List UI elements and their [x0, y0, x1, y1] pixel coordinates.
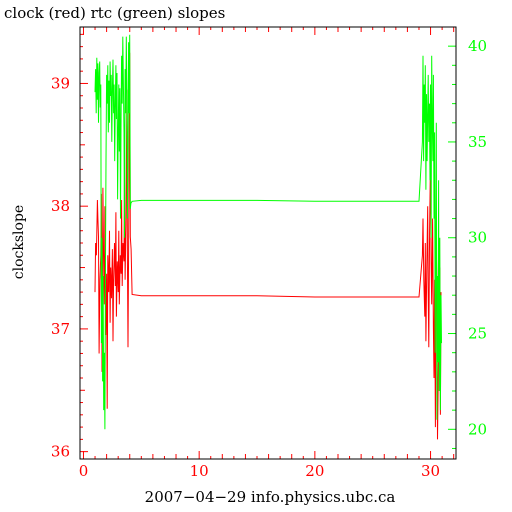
y-left-tick-label: 38: [51, 197, 70, 215]
x-tick-label: 0: [79, 462, 89, 480]
y-left-tick-label: 36: [51, 443, 70, 461]
tick-labels: 0 10 20 30 36 37 38 39 20 25 30 35 40: [51, 37, 487, 480]
y-right-tick-label: 35: [468, 133, 487, 151]
y-right-tick-label: 30: [468, 229, 487, 247]
y-right-tick-label: 20: [468, 420, 487, 438]
chart-footer: 2007−04−29 info.physics.ubc.ca: [145, 488, 396, 506]
clock-slope-series-line: [94, 52, 442, 440]
x-tick-label: 10: [190, 462, 209, 480]
axis-ticks: [80, 27, 456, 459]
y-left-tick-label: 37: [51, 320, 70, 338]
x-tick-label: 20: [305, 462, 324, 480]
rtc-slope-series-line: [94, 34, 442, 430]
y-right-tick-label: 40: [468, 37, 487, 55]
x-tick-label: 30: [421, 462, 440, 480]
plot-frame: [79, 26, 457, 460]
y-left-tick-label: 39: [51, 74, 70, 92]
y-axis-label: clockslope: [11, 205, 27, 279]
plot-series: [94, 34, 442, 440]
y-right-tick-label: 25: [468, 325, 487, 343]
chart-title: clock (red) rtc (green) slopes: [4, 4, 225, 22]
